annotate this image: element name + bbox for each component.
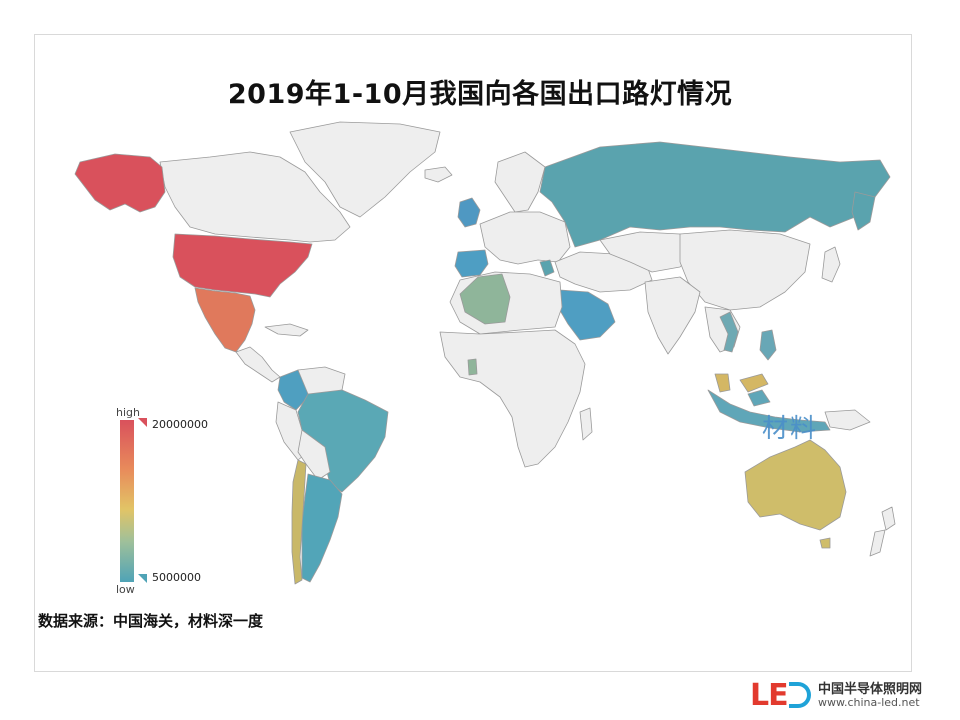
region-mexico[interactable] [194, 287, 256, 353]
data-source: 数据来源：中国海关，材料深一度 [38, 612, 264, 630]
region-argentina[interactable] [301, 473, 343, 583]
region-spain[interactable] [454, 249, 489, 278]
region-japan [821, 246, 841, 283]
region-malaysia[interactable] [714, 373, 769, 393]
region-central-america [235, 346, 281, 383]
legend-low-label: low [116, 583, 135, 596]
region-india [644, 276, 701, 355]
region-russia[interactable] [539, 141, 891, 248]
legend-low-handle[interactable] [138, 574, 147, 583]
world-map [74, 121, 896, 585]
region-usa[interactable] [172, 233, 313, 298]
legend-color-bar [120, 420, 134, 582]
region-chile[interactable] [291, 459, 307, 585]
region-philippines[interactable] [759, 329, 777, 361]
region-papua [824, 409, 871, 431]
brand-url: www.china-led.net [818, 696, 920, 709]
region-africa [439, 329, 586, 468]
region-china [679, 229, 811, 311]
region-australia[interactable] [744, 439, 847, 531]
region-caribbean [264, 323, 309, 337]
region-saudi-arabia[interactable] [557, 289, 616, 341]
region-middle-east [554, 251, 653, 293]
region-central-asia [599, 231, 696, 273]
region-tasmania[interactable] [819, 537, 831, 549]
region-scandinavia [494, 151, 546, 213]
map-title: 2019年1-10月我国向各国出口路灯情况 [227, 79, 733, 110]
region-uk[interactable] [457, 197, 481, 228]
region-new-zealand [869, 506, 896, 557]
logo-mark: LE [750, 678, 811, 713]
legend-min-value: 5000000 [152, 571, 201, 584]
region-greece [539, 259, 555, 277]
region-madagascar [579, 407, 593, 441]
region-canada [159, 151, 351, 243]
region-kamchatka[interactable] [851, 191, 876, 231]
legend-max-value: 20000000 [152, 418, 208, 431]
legend-high-handle[interactable] [138, 418, 147, 427]
region-algeria[interactable] [459, 273, 511, 325]
region-iceland [424, 166, 453, 183]
brand-name: 中国半导体照明网 [818, 682, 923, 697]
watermark-text: 材料 [762, 414, 819, 444]
region-alaska[interactable] [74, 153, 166, 213]
region-ghana[interactable] [467, 358, 478, 376]
legend-high-label: high [116, 406, 140, 419]
color-legend: high 20000000 5000000 low [110, 406, 250, 596]
brand-logo: LE 中国半导体照明网 www.china-led.net [750, 676, 950, 716]
region-europe [479, 211, 571, 265]
region-vietnam[interactable] [719, 311, 739, 353]
region-indonesia[interactable] [707, 389, 831, 433]
region-greenland [289, 121, 441, 218]
